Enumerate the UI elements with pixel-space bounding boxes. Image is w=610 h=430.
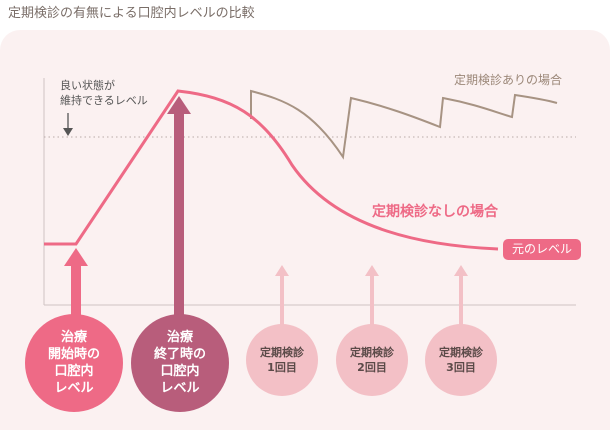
treatment-start-circle: 治療 開始時の 口腔内 レベル	[25, 314, 123, 412]
checkup-1-arrow	[275, 265, 289, 327]
base-level-badge: 元のレベル	[503, 239, 581, 260]
page-title: 定期検診の有無による口腔内レベルの比較	[8, 6, 255, 21]
without-checkups-label: 定期検診なしの場合	[372, 204, 498, 220]
good-state-note: 良い状態が 維持できるレベル	[60, 79, 148, 107]
checkup-3-arrow	[454, 265, 468, 327]
checkup-3-circle: 定期検診 3回目	[425, 324, 497, 396]
treatment-start-arrow	[64, 248, 88, 321]
with-checkups-label: 定期検診ありの場合	[454, 73, 563, 87]
with-checkups-line	[250, 89, 558, 160]
treatment-end-circle: 治療 終了時の 口腔内 レベル	[131, 314, 229, 412]
checkup-2-circle: 定期検診 2回目	[336, 324, 408, 396]
without-checkups-line	[44, 89, 499, 251]
checkup-2-arrow	[365, 265, 379, 327]
checkup-1-circle: 定期検診 1回目	[246, 324, 318, 396]
note-arrow	[63, 113, 73, 136]
treatment-end-arrow	[167, 96, 191, 322]
